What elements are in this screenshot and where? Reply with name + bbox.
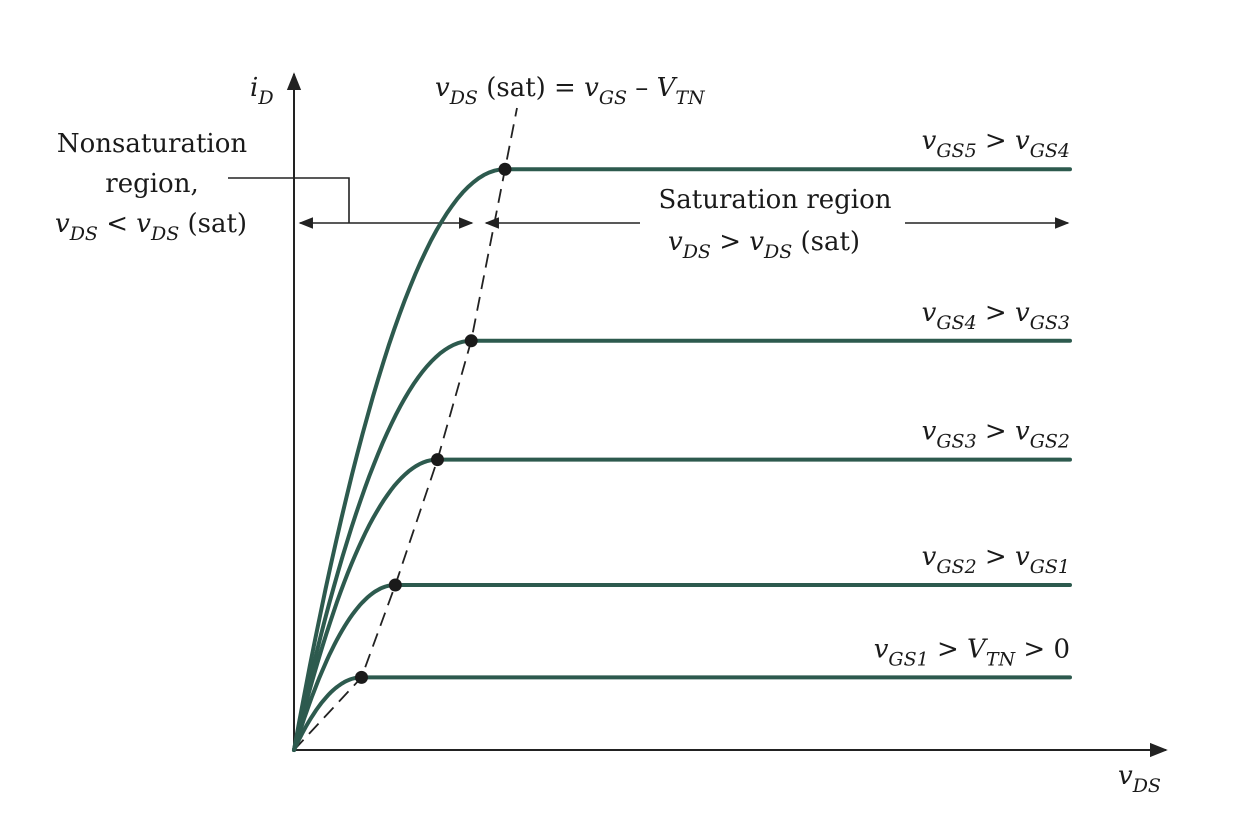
saturation-annotation: Saturation region vDS > vDS (sat) [484,185,1070,263]
sat-point-4 [464,334,478,348]
id-curve-4 [292,338,1072,752]
y-axis-label: iD [250,73,274,109]
sat-line1: Saturation region [658,185,891,215]
saturation-locus-line [293,107,518,751]
nonsat-leader-line [228,177,350,223]
nonsat-line3: vDS < vDS (sat) [55,209,247,245]
id-curve-5 [292,167,1072,752]
nonsat-line1: Nonsaturation [57,129,248,159]
sat-point-2 [388,578,402,592]
id-curve-3 [292,457,1072,752]
sat-point-1 [355,670,368,684]
nonsaturation-annotation: Nonsaturation region, vDS < vDS (sat) [55,129,474,245]
nonsat-line2: region, [105,169,198,199]
x-axis-label: vDS [1118,761,1161,797]
curve-label-4: vGS4 > vGS3 [922,298,1070,334]
curve-label-3: vGS3 > vGS2 [922,417,1070,453]
sat-line2: vDS > vDS (sat) [668,227,860,263]
curve-label-2: vGS2 > vGS1 [922,542,1070,578]
curve-label-5: vGS5 > vGS4 [922,126,1070,162]
locus-label: vDS (sat) = vGS – VTN [435,73,706,109]
sat-point-5 [498,162,512,176]
curve-label-1: vGS1 > VTN > 0 [874,634,1070,670]
id-curve-2 [292,583,1072,752]
sat-point-3 [431,453,444,467]
id-curve-1 [292,675,1072,752]
